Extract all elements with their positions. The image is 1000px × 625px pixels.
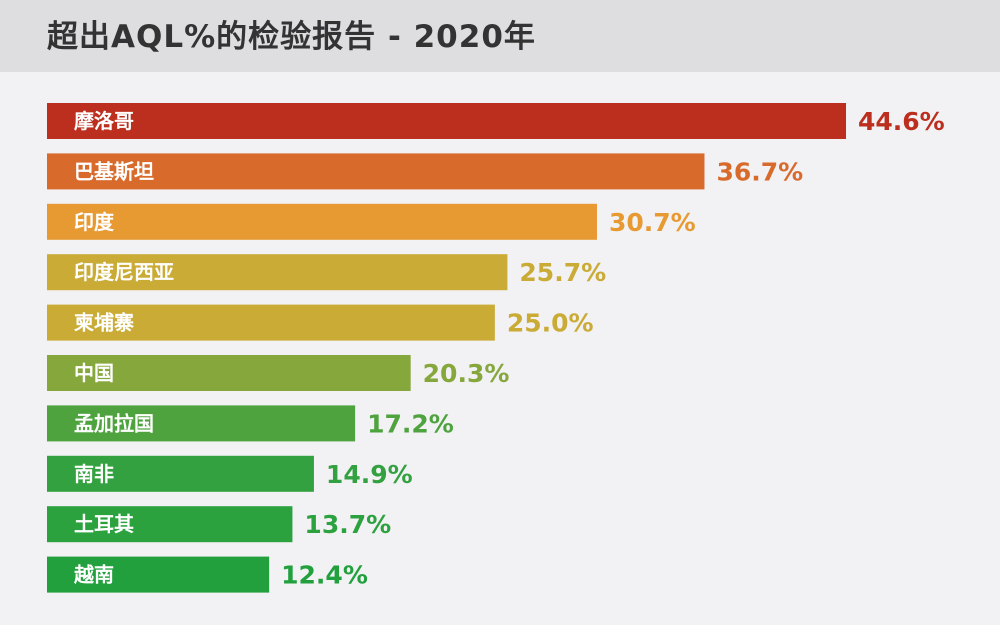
value-label-6: 17.2% bbox=[367, 409, 454, 438]
bar-6 bbox=[47, 405, 356, 442]
bar-5 bbox=[47, 355, 411, 391]
bar-2 bbox=[47, 203, 597, 240]
value-label-1: 36.7% bbox=[716, 157, 803, 186]
value-label-3: 25.7% bbox=[519, 258, 606, 287]
bar-9 bbox=[47, 556, 270, 593]
bar-0 bbox=[47, 103, 846, 139]
value-label-0: 44.6% bbox=[858, 107, 945, 136]
category-label-8: 土耳其 bbox=[74, 512, 134, 536]
category-label-3: 印度尼西亚 bbox=[74, 260, 174, 284]
bar-4 bbox=[47, 304, 495, 341]
category-label-5: 中国 bbox=[74, 361, 114, 385]
value-label-7: 14.9% bbox=[326, 460, 413, 489]
header-bar bbox=[0, 0, 1000, 72]
category-label-7: 南非 bbox=[74, 462, 114, 486]
value-label-5: 20.3% bbox=[423, 359, 510, 388]
category-label-2: 印度 bbox=[74, 210, 115, 234]
category-label-0: 摩洛哥 bbox=[74, 109, 134, 133]
value-label-4: 25.0% bbox=[507, 309, 594, 338]
value-label-9: 12.4% bbox=[281, 561, 368, 590]
bar-3 bbox=[47, 254, 508, 291]
bar-1 bbox=[47, 153, 705, 190]
category-label-9: 越南 bbox=[73, 563, 114, 587]
category-label-1: 巴基斯坦 bbox=[74, 159, 154, 183]
value-label-2: 30.7% bbox=[609, 208, 696, 237]
bar-7 bbox=[47, 455, 314, 492]
category-label-6: 孟加拉国 bbox=[74, 411, 154, 435]
chart-title: 超出AQL%的检验报告 - 2020年 bbox=[47, 19, 536, 55]
bar-8 bbox=[47, 506, 293, 543]
category-label-4: 柬埔寨 bbox=[74, 311, 134, 335]
value-label-8: 13.7% bbox=[304, 510, 391, 539]
